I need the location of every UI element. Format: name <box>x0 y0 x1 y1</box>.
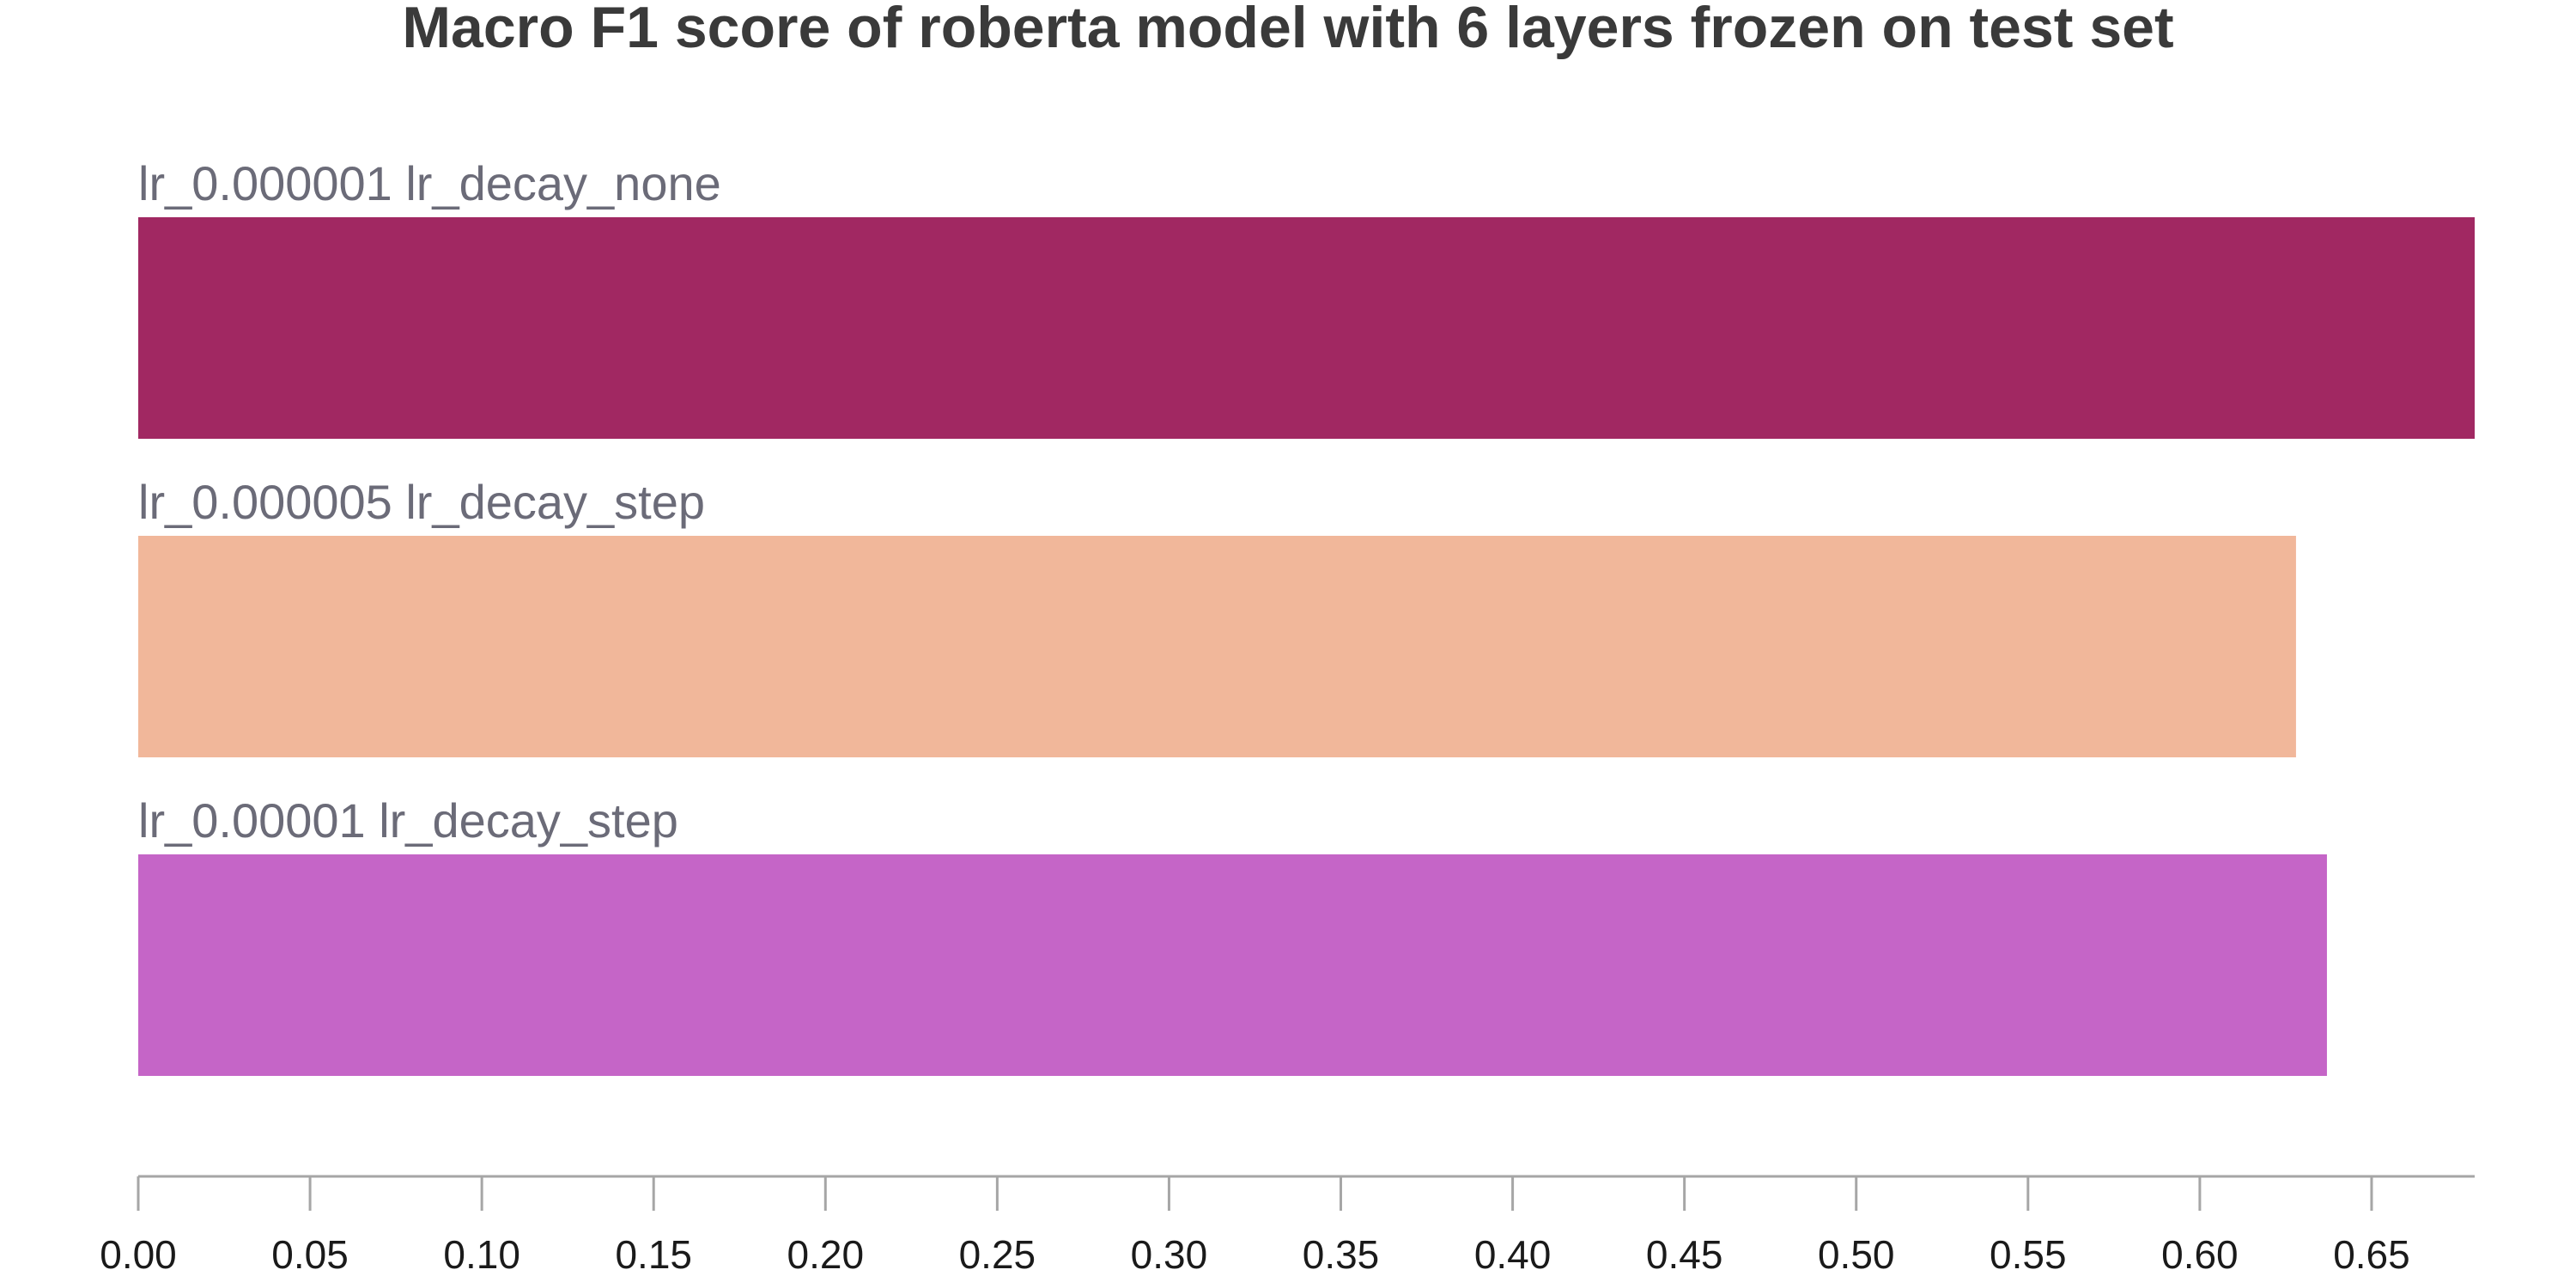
chart-title: Macro F1 score of roberta model with 6 l… <box>402 0 2173 60</box>
x-axis: 0.00 0.05 0.10 0.15 0.20 0.25 0.30 0.35 0.40 0.45… <box>100 1175 2475 1277</box>
x-tick-label: 0.05 <box>271 1232 349 1277</box>
x-tick-label: 0.50 <box>1818 1232 1895 1277</box>
bar <box>138 536 2296 757</box>
bars-group: lr_0.000001 lr_decay_none lr_0.000005 lr_… <box>138 156 2475 1076</box>
bar <box>138 854 2327 1076</box>
x-tick-label: 0.65 <box>2333 1232 2410 1277</box>
x-tick-label: 0.00 <box>100 1232 177 1277</box>
x-tick-label: 0.15 <box>615 1232 692 1277</box>
bar-label: lr_0.000005 lr_decay_step <box>138 475 705 529</box>
x-tick-label: 0.40 <box>1474 1232 1552 1277</box>
x-tick-label: 0.45 <box>1646 1232 1723 1277</box>
bar <box>138 217 2475 439</box>
bar-label: lr_0.00001 lr_decay_step <box>138 793 678 848</box>
x-tick-label: 0.55 <box>1990 1232 2067 1277</box>
x-tick-label: 0.60 <box>2161 1232 2239 1277</box>
bar-label: lr_0.000001 lr_decay_none <box>138 156 721 210</box>
x-tick-label: 0.25 <box>959 1232 1036 1277</box>
x-tick-label: 0.35 <box>1303 1232 1380 1277</box>
x-tick-label: 0.30 <box>1131 1232 1208 1277</box>
x-tick-label: 0.20 <box>787 1232 865 1277</box>
x-tick-label: 0.10 <box>443 1232 520 1277</box>
